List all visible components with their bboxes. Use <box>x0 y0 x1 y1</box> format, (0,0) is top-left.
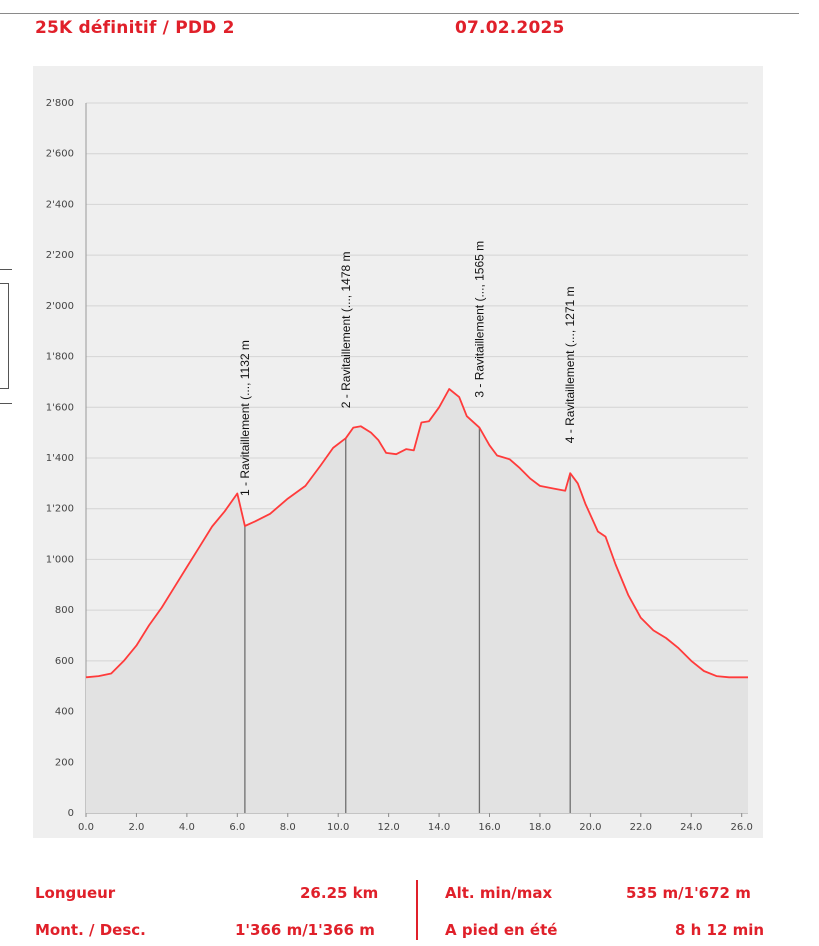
x-tick-label: 22.0 <box>630 822 652 833</box>
stat-mont-value: 1'366 m/1'366 m <box>235 921 375 939</box>
stat-alt-label: Alt. min/max <box>445 884 553 902</box>
x-tick-label: 18.0 <box>529 822 551 833</box>
x-tick-label: 2.0 <box>128 822 144 833</box>
x-tick-label: 20.0 <box>579 822 601 833</box>
side-tick-top <box>0 269 12 270</box>
x-tick-label: 10.0 <box>327 822 349 833</box>
marker-label: 1 - Ravitaillement (..., 1132 m <box>238 340 252 496</box>
x-tick-label: 6.0 <box>229 822 245 833</box>
x-tick-label: 26.0 <box>731 822 753 833</box>
profile-line <box>85 388 748 679</box>
route-date: 07.02.2025 <box>455 18 565 38</box>
x-tick-label: 0.0 <box>78 822 94 833</box>
elevation-profile-chart: 0 200 400 600 800 1'000 1'200 1'400 1'600 1'800 2'… <box>46 98 753 833</box>
y-tick-label: 600 <box>55 656 74 667</box>
x-tick-label: 4.0 <box>179 822 195 833</box>
marker-label: 3 - Ravitaillement (..., 1565 m <box>472 241 486 398</box>
stat-longueur-value: 26.25 km <box>300 884 379 902</box>
marker-label: 4 - Ravitaillement (..., 1271 m <box>563 286 577 443</box>
y-tick-label: 1'000 <box>46 554 74 565</box>
y-tick-label: 2'000 <box>46 301 74 312</box>
x-tick-label: 8.0 <box>280 822 296 833</box>
y-tick-label: 2'800 <box>46 98 74 109</box>
stats-panel: Longueur 26.25 km Mont. / Desc. 1'366 m/… <box>0 872 819 942</box>
y-tick-label: 2'200 <box>46 250 74 261</box>
marker-label: 2 - Ravitaillement (..., 1478 m <box>339 251 353 408</box>
chart-panel: 0 200 400 600 800 1'000 1'200 1'400 1'600 1'800 2'… <box>33 66 763 838</box>
top-rule <box>0 13 799 14</box>
y-tick-label: 1'800 <box>46 352 74 363</box>
route-title: 25K définitif / PDD 2 <box>35 18 235 38</box>
stat-pied-label: A pied en été <box>445 921 558 939</box>
y-tick-label: 2'400 <box>46 199 74 210</box>
side-tick-bottom <box>0 403 12 404</box>
profile-area <box>86 389 748 813</box>
stat-mont-label: Mont. / Desc. <box>35 921 146 939</box>
y-tick-label: 1'600 <box>46 402 74 413</box>
stats-divider <box>416 880 418 940</box>
y-tick-label: 0 <box>68 808 74 819</box>
x-tick-label: 12.0 <box>377 822 399 833</box>
x-tick-label: 14.0 <box>428 822 450 833</box>
y-tick-label: 200 <box>55 757 74 768</box>
stat-pied-value: 8 h 12 min <box>675 921 765 939</box>
y-tick-label: 400 <box>55 707 74 718</box>
stat-alt-value: 535 m/1'672 m <box>626 884 751 902</box>
stat-longueur-label: Longueur <box>35 884 116 902</box>
x-tick-label: 24.0 <box>680 822 702 833</box>
y-tick-label: 1'200 <box>46 504 74 515</box>
y-tick-label: 800 <box>55 605 74 616</box>
x-tick-label: 16.0 <box>478 822 500 833</box>
y-tick-label: 2'600 <box>46 149 74 160</box>
side-frame <box>0 283 9 389</box>
y-tick-label: 1'400 <box>46 453 74 464</box>
